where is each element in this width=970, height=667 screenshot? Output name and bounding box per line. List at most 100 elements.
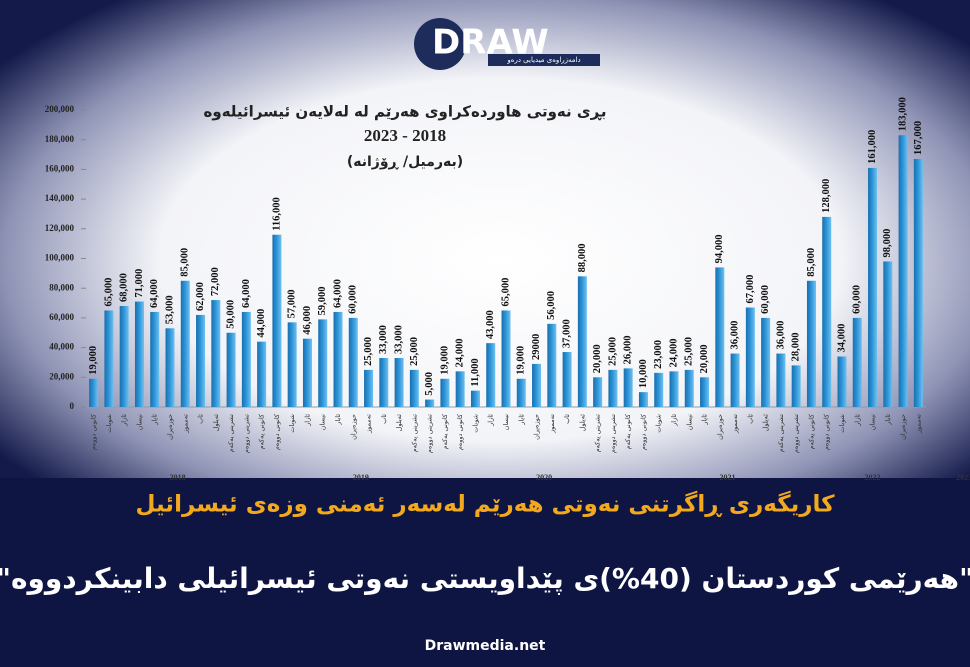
bar <box>409 369 419 407</box>
y-tick-label: 100,000 <box>45 253 75 263</box>
quote: "هەرێمی کوردستان (40%)ی پێداویستی نەوتی … <box>0 562 970 595</box>
bar <box>241 311 251 407</box>
x-tick-label: تشرینی یەکەم <box>594 414 602 453</box>
x-tick-label: حوزەیران <box>533 414 541 440</box>
bar <box>700 377 710 407</box>
bar <box>883 261 893 407</box>
x-tick-label: نیسان <box>319 414 327 431</box>
x-tick-label: کانونی دووەم <box>639 413 647 450</box>
value-label: 28,000 <box>791 333 802 362</box>
value-label: 46,000 <box>302 306 313 335</box>
x-tick-label: تشرینی یەکەم <box>777 414 785 453</box>
bar <box>226 332 236 407</box>
bar <box>608 369 618 407</box>
bar <box>211 300 221 407</box>
value-label: 36,000 <box>775 321 786 350</box>
value-label: 24,000 <box>455 338 466 367</box>
value-label: 33,000 <box>393 325 404 354</box>
value-label: 65,000 <box>500 278 511 307</box>
value-label: 67,000 <box>745 275 756 304</box>
value-label: 85,000 <box>806 248 817 277</box>
bar <box>547 323 557 407</box>
logo-band <box>488 54 600 66</box>
x-tick-label: تشرینی دووەم <box>609 414 617 453</box>
x-tick-label: تشرینی یەکەم <box>227 414 235 453</box>
x-tick-label: نیسان <box>685 414 693 431</box>
bar <box>806 280 816 407</box>
value-label: 53,000 <box>164 295 175 324</box>
bar <box>577 276 587 407</box>
y-tick-label: 60,000 <box>49 312 74 322</box>
x-tick-label: شوبات <box>105 414 113 433</box>
bar <box>150 311 160 407</box>
x-tick-label: تەمموز <box>365 414 373 434</box>
bar <box>440 378 450 407</box>
bar <box>898 135 908 407</box>
value-label: 37,000 <box>561 319 572 348</box>
y-tick-label: 180,000 <box>45 134 75 144</box>
logo-mark <box>414 18 466 70</box>
value-label: 60,000 <box>852 285 863 314</box>
value-label: 33,000 <box>378 325 389 354</box>
x-tick-label: ئایار <box>701 414 709 426</box>
x-tick-label: نیسان <box>135 414 143 431</box>
bar <box>532 363 542 407</box>
value-label: 19,000 <box>439 346 450 375</box>
value-label: 19,000 <box>88 346 99 375</box>
value-label: 88,000 <box>577 243 588 272</box>
value-label: 25,000 <box>409 337 420 366</box>
x-tick-label: حوزەیران <box>716 414 724 440</box>
unit-label: (بەرمیل/ ڕۆژانە) <box>347 154 463 170</box>
x-tick-label: ئایار <box>884 414 892 426</box>
x-tick-label: تەمموز <box>181 414 189 434</box>
x-tick-label: حوزەیران <box>166 414 174 440</box>
bar <box>776 353 786 407</box>
value-label: 56,000 <box>546 291 557 320</box>
headline: کاریگەری ڕاگرتنی نەوتی هەرێم لەسەر ئەمنی… <box>136 491 836 518</box>
bar <box>470 390 480 407</box>
value-label: 20,000 <box>592 344 603 373</box>
bar <box>730 353 740 407</box>
bar <box>364 369 374 407</box>
value-label: 19,000 <box>516 346 527 375</box>
group-label: 2021 <box>719 473 735 482</box>
bar <box>562 352 572 407</box>
x-tick-label: تشرینی یەکەم <box>410 414 418 453</box>
bar <box>134 301 144 407</box>
bar <box>654 372 664 407</box>
x-tick-label: کانونی دووەم <box>823 413 831 450</box>
x-tick-label: ئەیلول <box>395 414 403 432</box>
bar <box>669 371 679 407</box>
bar <box>119 306 129 407</box>
value-label: 85,000 <box>180 248 191 277</box>
y-tick-label: 120,000 <box>45 223 75 233</box>
x-tick-label: ئایار <box>151 414 159 426</box>
x-tick-label: تەمموز <box>914 414 922 434</box>
value-label: 36,000 <box>729 321 740 350</box>
x-tick-label: تشرینی دووەم <box>792 414 800 453</box>
bar <box>852 317 862 407</box>
value-label: 43,000 <box>485 310 496 339</box>
x-tick-label: ئازار <box>670 414 678 427</box>
group-label: 2019 <box>353 473 369 482</box>
value-label: 71,000 <box>134 269 145 298</box>
value-label: 59,000 <box>317 287 328 316</box>
bar <box>348 317 358 407</box>
x-tick-label: ئاب <box>746 414 754 424</box>
value-label: 94,000 <box>714 235 725 264</box>
y-tick-label: 20,000 <box>49 371 74 381</box>
value-label: 68,000 <box>119 273 130 302</box>
x-tick-label: حوزەیران <box>899 414 907 440</box>
x-tick-label: تەمموز <box>548 414 556 434</box>
value-label: 60,000 <box>760 285 771 314</box>
value-label: 128,000 <box>821 179 832 213</box>
x-tick-label: ئازار <box>120 414 128 427</box>
bar <box>501 310 511 407</box>
bar <box>638 392 648 407</box>
group-label: 2020 <box>536 473 552 482</box>
x-tick-label: کانونی یەکەم <box>258 413 266 449</box>
bar <box>272 234 282 407</box>
y-tick-label: 40,000 <box>49 342 74 352</box>
